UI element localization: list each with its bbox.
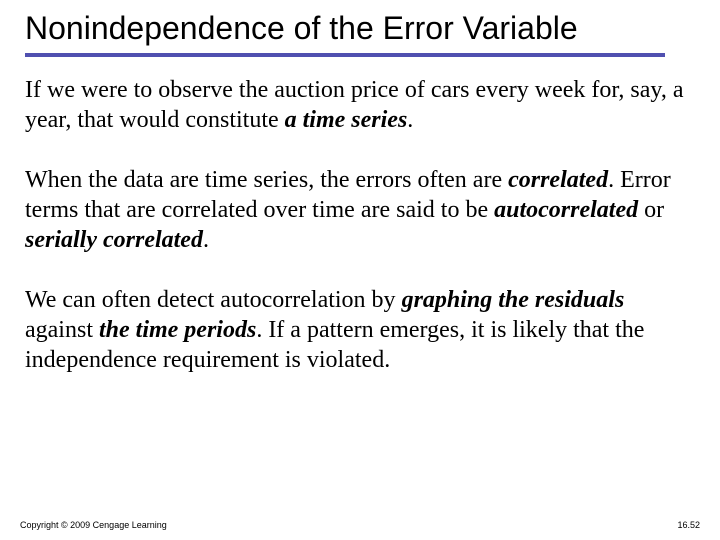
p2-text-4: . xyxy=(203,227,209,253)
p2-text-1: When the data are time series, the error… xyxy=(25,167,508,193)
p3-text-1: We can often detect autocorrelation by xyxy=(25,287,402,313)
p3-text-2: against xyxy=(25,317,99,343)
title-underline xyxy=(25,53,665,57)
page-title: Nonindependence of the Error Variable xyxy=(25,10,695,47)
p2-em-3: serially correlated xyxy=(25,227,203,253)
p1-em-1: a time series xyxy=(285,107,408,133)
paragraph-3: We can often detect autocorrelation by g… xyxy=(25,285,695,375)
p3-em-1: graphing the residuals xyxy=(402,287,625,313)
body-text: If we were to observe the auction price … xyxy=(25,75,695,375)
p1-text-2: . xyxy=(407,107,413,133)
p2-em-1: correlated xyxy=(508,167,608,193)
footer: Copyright © 2009 Cengage Learning 16.52 xyxy=(20,520,700,530)
paragraph-1: If we were to observe the auction price … xyxy=(25,75,695,135)
slide: Nonindependence of the Error Variable If… xyxy=(0,0,720,540)
page-number: 16.52 xyxy=(677,520,700,530)
copyright-text: Copyright © 2009 Cengage Learning xyxy=(20,520,167,530)
p3-em-2: the time periods xyxy=(99,317,256,343)
p2-text-3: or xyxy=(638,197,664,223)
p2-em-2: autocorrelated xyxy=(494,197,638,223)
paragraph-2: When the data are time series, the error… xyxy=(25,165,695,255)
